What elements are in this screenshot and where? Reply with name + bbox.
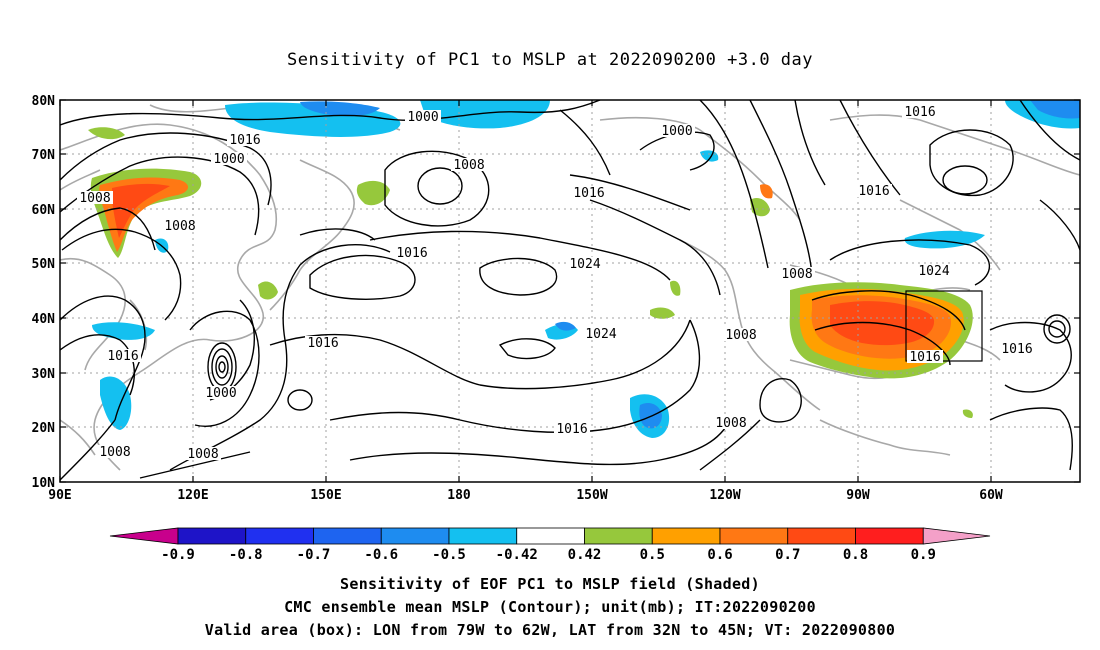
lon-tick-label: 120W [709,488,740,503]
contour-label: 1016 [107,349,138,364]
lat-tick-label: 70N [32,148,56,163]
sensitivity-shading [88,100,1080,438]
lat-tick-label: 20N [32,421,56,436]
colorbar-label: -0.8 [229,547,263,563]
colorbar-triangle-high [922,527,991,545]
lon-tick-label: 150E [310,488,341,503]
contour-label: 1016 [858,184,889,199]
colorbar-swatch [516,527,585,545]
colorbar-swatch [245,527,314,545]
colorbar-label: 0.6 [707,547,732,563]
contour-label: 1016 [909,350,940,365]
colorbar-label: -0.9 [161,547,195,563]
colorbar-swatch [719,527,789,545]
contour-label: 1008 [725,328,756,343]
colorbar-swatch [651,527,721,545]
colorbar-label: -0.6 [364,547,398,563]
lon-tick-label: 90W [846,488,870,503]
contour-label: 1000 [407,110,438,125]
contour-label: 1016 [904,105,935,120]
lon-tick-label: 120E [177,488,208,503]
contour-label: 1008 [187,447,218,462]
lon-tick-label: 180 [447,488,471,503]
contour-label: 1024 [585,327,616,342]
lat-tick-label: 60N [32,203,56,218]
latitude-axis: 80N 70N 60N 50N 40N 30N 20N 10N [32,94,1080,491]
colorbar-swatch [448,527,518,545]
contour-label: 1016 [229,133,260,148]
colorbar-label: 0.42 [568,547,602,563]
lon-tick-label: 60W [979,488,1003,503]
contour-label: 1024 [569,257,600,272]
colorbar-label: -0.42 [496,547,538,563]
contour-label: 1008 [453,158,484,173]
colorbar-swatch [584,527,653,545]
caption-line-2: CMC ensemble mean MSLP (Contour); unit(m… [284,598,816,616]
valid-area-box [905,290,983,362]
colorbar: -0.9 -0.8 -0.7 -0.6 -0.5 -0.42 0.42 0.5 0.6 0.7 0.… [109,527,991,563]
contour-label: 1016 [307,336,338,351]
lat-tick-label: 80N [32,94,56,109]
contour-label: 1016 [556,422,587,437]
lat-tick-label: 50N [32,257,56,272]
lat-tick-label: 10N [32,476,56,491]
contour-label: 1008 [781,267,812,282]
mslp-contours [60,100,1080,481]
contour-labels: 1000 1008 1016 1000 1008 1016 1008 1016 1024 1000… [77,105,1035,462]
colorbar-label: 0.5 [640,547,665,563]
contour-label: 1008 [164,219,195,234]
contour-label: 1008 [79,191,110,206]
contour-label: 1024 [918,264,949,279]
colorbar-label: 0.7 [775,547,800,563]
lon-tick-label: 150W [576,488,607,503]
chart-title: Sensitivity of PC1 to MSLP at 2022090200… [286,50,813,70]
colorbar-swatch [855,527,924,545]
colorbar-swatch [380,527,450,545]
colorbar-swatch [177,527,247,545]
contour-label: 1008 [715,416,746,431]
lat-tick-label: 40N [32,312,56,327]
colorbar-label: 0.9 [911,547,936,563]
longitude-axis: 90E 120E 150E 180 150W 120W 90W 60W [48,100,1003,503]
contour-label: 1000 [213,152,244,167]
contour-label: 1016 [396,246,427,261]
caption-line-1: Sensitivity of EOF PC1 to MSLP field (Sh… [340,575,760,593]
colorbar-swatch [313,527,382,545]
contour-label: 1016 [573,186,604,201]
caption-line-3: Valid area (box): LON from 79W to 62W, L… [204,621,896,639]
lon-tick-label: 90E [48,488,71,503]
colorbar-label: 0.8 [843,547,868,563]
colorbar-swatch [787,527,856,545]
contour-label: 1016 [1001,342,1032,357]
map-frame [59,99,1081,483]
contour-label: 1000 [661,124,692,139]
lat-tick-label: 30N [32,367,56,382]
colorbar-label: -0.7 [297,547,331,563]
contour-label: 1008 [99,445,130,460]
colorbar-label: -0.5 [432,547,466,563]
colorbar-triangle-low [109,527,179,545]
contour-label: 1000 [205,386,236,401]
